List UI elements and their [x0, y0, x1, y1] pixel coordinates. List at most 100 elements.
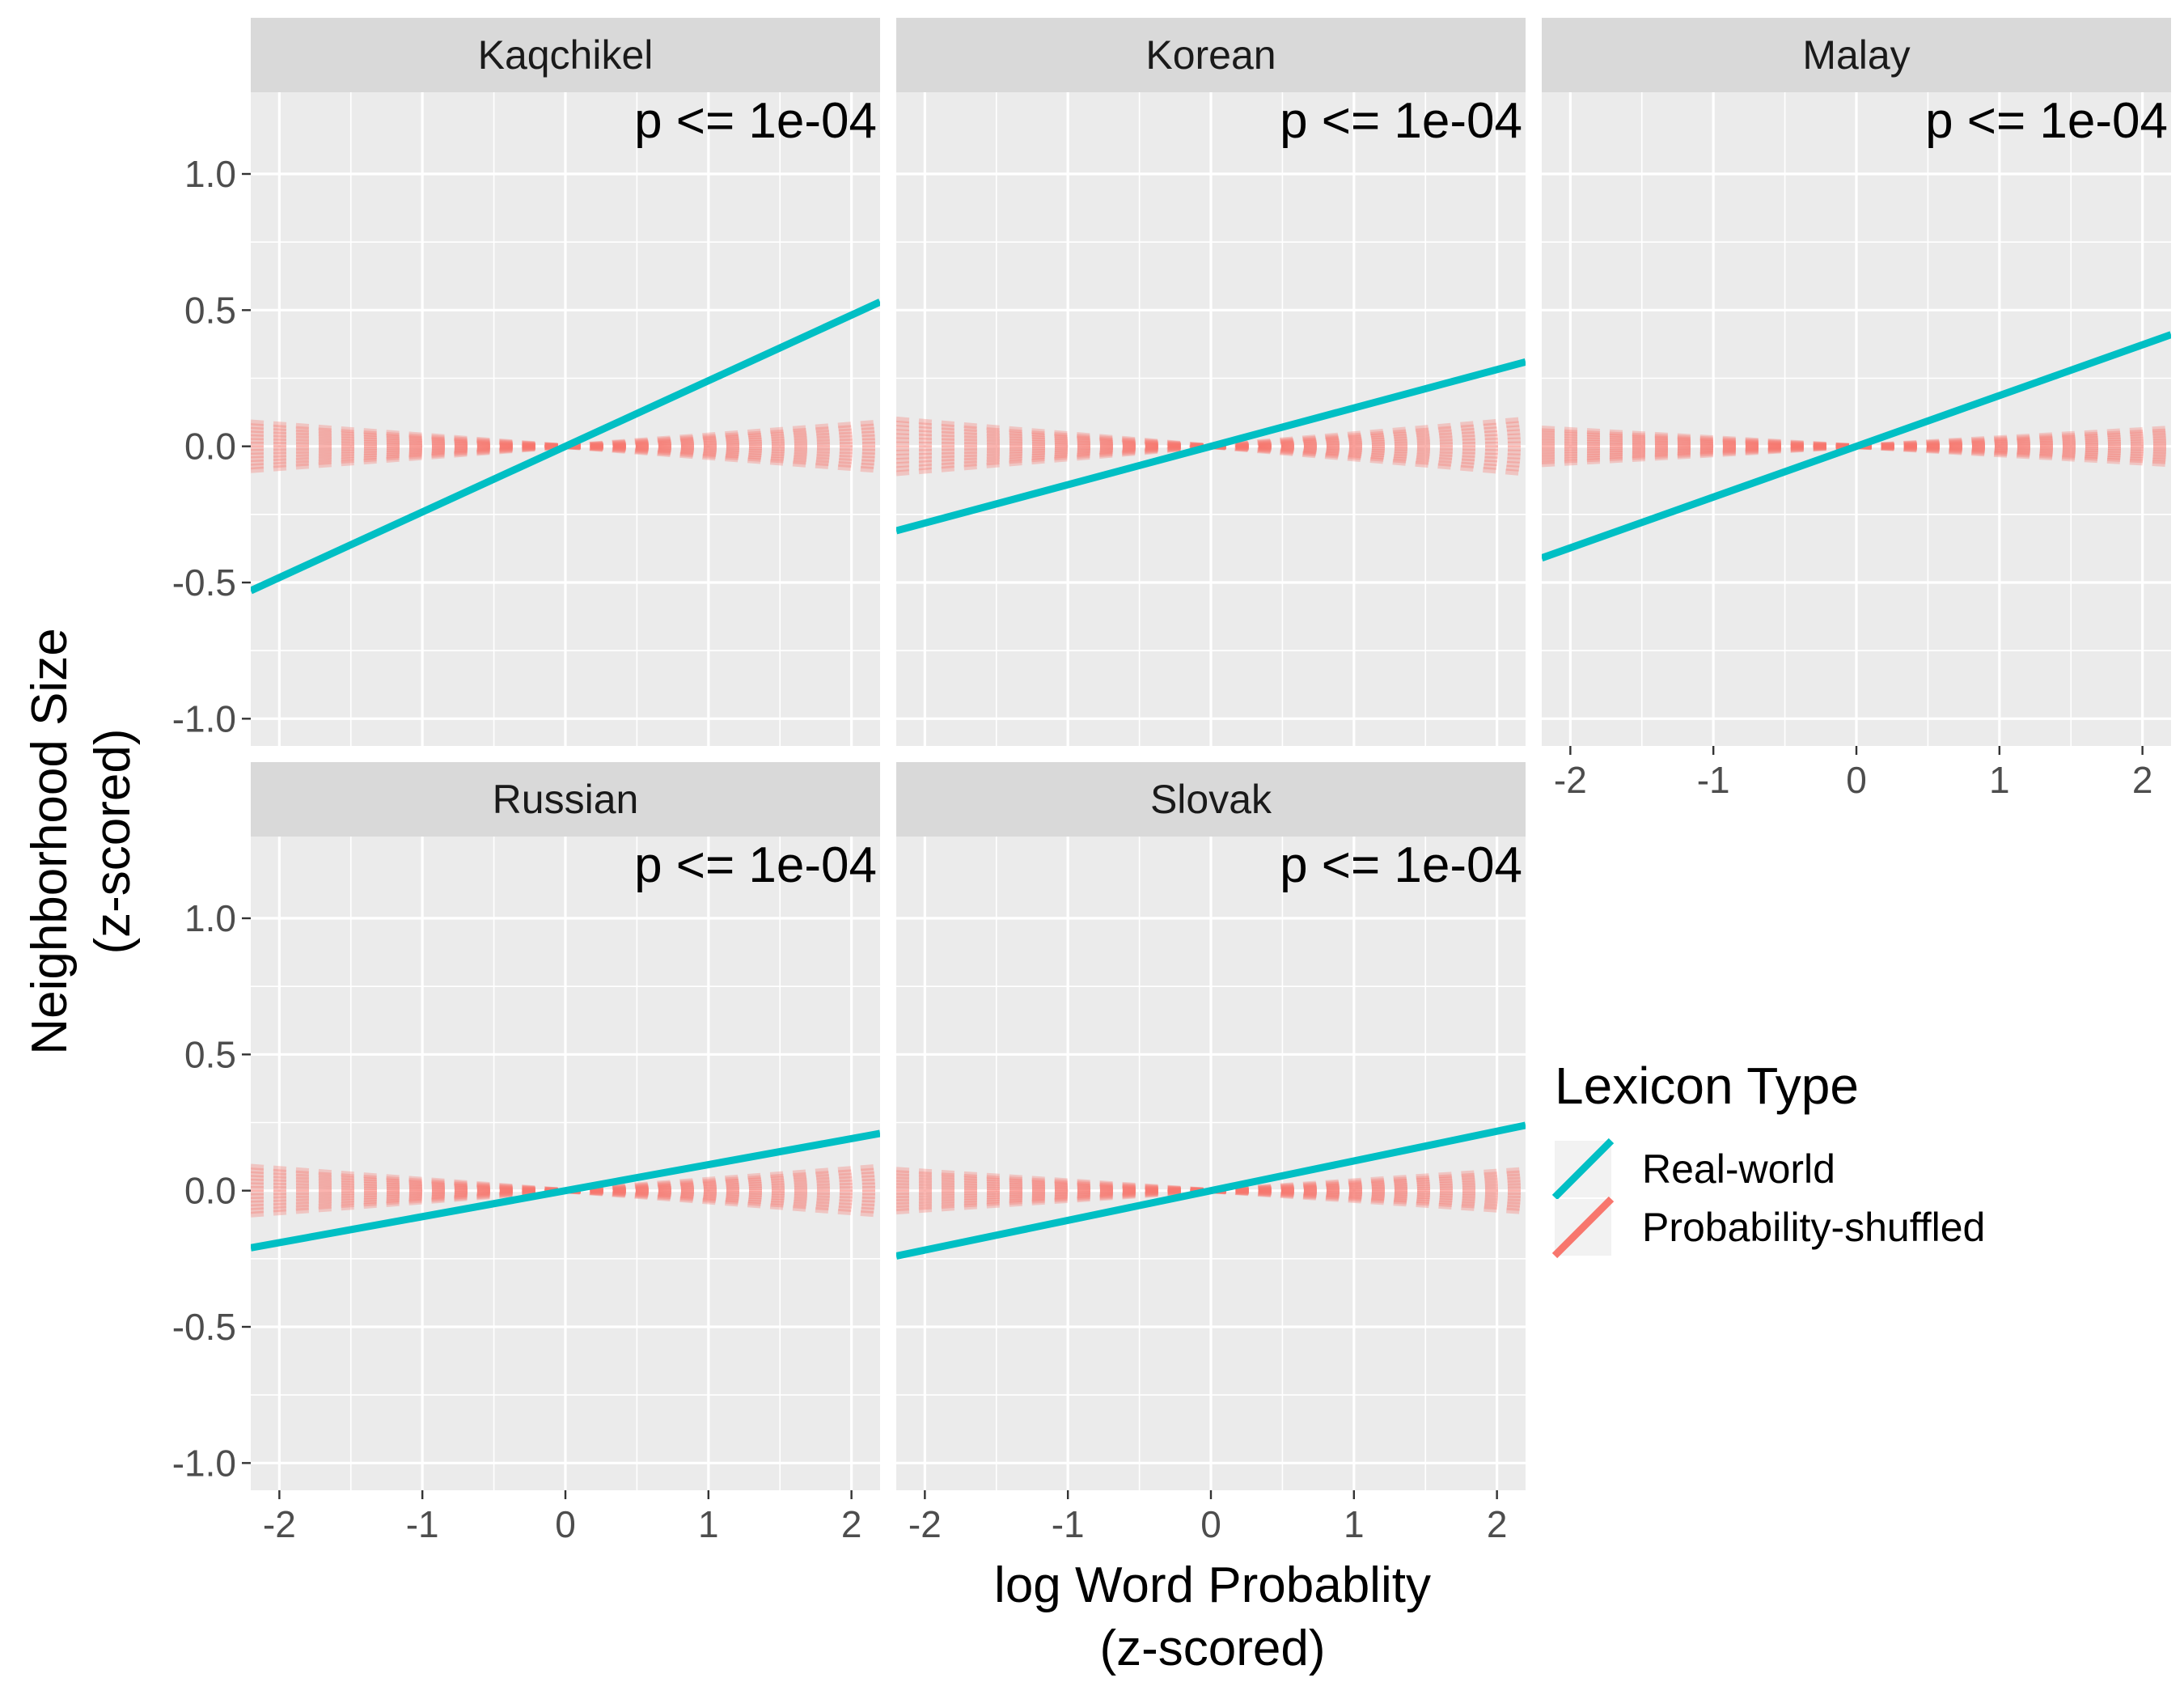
legend-label: Probability-shuffled [1642, 1205, 1985, 1250]
shuffled-line [896, 1170, 1526, 1212]
shuffled-line [251, 1175, 880, 1207]
shuffled-line [896, 429, 1526, 464]
legend-key-line [1551, 1138, 1615, 1201]
legend: Lexicon Type Real-world Probability-shuffl… [1551, 1057, 1985, 1259]
x-axis: -2 -1 0 1 2 [908, 1490, 1508, 1545]
shuffled-lines [1542, 425, 2171, 468]
shuffled-line [1542, 434, 2171, 460]
shuffled-line [896, 1176, 1526, 1205]
shuffled-line [251, 1163, 880, 1218]
p-value-annotation: p <= 1e-04 [634, 93, 877, 149]
x-axis-title-line: (z-scored) [1099, 1621, 1325, 1676]
shuffled-line [896, 1167, 1526, 1215]
facet-label: Korean [1145, 32, 1276, 78]
shuffled-line [251, 1171, 880, 1210]
y-tick-label: 1.0 [184, 897, 236, 939]
shuffled-line [1542, 442, 2171, 451]
x-tick-label: -2 [263, 1503, 296, 1545]
shuffled-line [251, 1167, 880, 1214]
x-tick-label: 2 [841, 1503, 862, 1545]
shuffled-line [251, 434, 880, 459]
p-value-annotation: p <= 1e-04 [1925, 93, 2168, 149]
x-tick-label: 0 [1846, 759, 1867, 801]
shuffled-lines [896, 1167, 1526, 1215]
y-axis: 1.0 0.5 0.0 -0.5 -1.0 [172, 897, 251, 1484]
shuffled-line [251, 441, 880, 451]
shuffled-lines [251, 1163, 880, 1218]
shuffled-line [251, 438, 880, 455]
shuffled-line [896, 441, 1526, 451]
shuffled-line [251, 419, 880, 473]
shuffled-line [1542, 430, 2171, 462]
major-gridlines [1542, 92, 2171, 746]
y-tick-label: 0.0 [184, 426, 236, 468]
major-gridlines [251, 837, 880, 1490]
facet-strip [896, 762, 1526, 837]
x-tick-label: 2 [1487, 1503, 1508, 1545]
shuffled-line [251, 430, 880, 463]
x-tick-label: -1 [1052, 1503, 1085, 1545]
shuffled-line [251, 1182, 880, 1200]
shuffled-line [896, 420, 1526, 472]
y-tick-label: 0.0 [184, 1170, 236, 1212]
minor-gridlines [1542, 92, 2171, 746]
shuffled-line [1542, 430, 2171, 462]
shuffled-line [1542, 436, 2171, 456]
real-world-line [896, 358, 1526, 535]
shuffled-line [896, 433, 1526, 460]
shuffled-line [251, 1185, 880, 1196]
x-axis: -2 -1 0 1 2 [1554, 746, 2152, 801]
shuffled-line [1542, 439, 2171, 454]
shuffled-line [896, 1176, 1526, 1205]
y-tick-label: 0.5 [184, 1033, 236, 1075]
y-tick-label: -1.0 [172, 1442, 236, 1484]
shuffled-line [251, 1167, 880, 1214]
shuffled-line [251, 430, 880, 463]
panel-kaqchikel: Kaqchikel p <= 1e-04 [251, 18, 880, 746]
shuffled-line [251, 441, 880, 451]
shuffled-line [896, 433, 1526, 460]
legend-item: Probability-shuffled [1551, 1196, 1985, 1259]
y-tick-label: -0.5 [172, 1306, 236, 1348]
y-axis-title-line: Neighborhood Size [22, 628, 78, 1054]
x-tick-label: 1 [1989, 759, 2010, 801]
shuffled-line [896, 1180, 1526, 1202]
y-axis-title-line: (z-scored) [85, 728, 141, 954]
shuffled-line [1542, 434, 2171, 460]
shuffled-line [251, 426, 880, 466]
panel-malay: Malay p <= 1e-04 [1542, 18, 2171, 746]
shuffled-line [1542, 425, 2171, 468]
shuffled-line [896, 1186, 1526, 1196]
x-tick-label: 0 [1200, 1503, 1221, 1545]
y-tick-label: 1.0 [184, 153, 236, 195]
x-axis-title-line: log Word Probablity [994, 1557, 1431, 1613]
shuffled-line [896, 1167, 1526, 1215]
shuffled-line [251, 1163, 880, 1218]
facet-label: Kaqchikel [478, 32, 654, 78]
x-tick-label: -2 [1554, 759, 1587, 801]
shuffled-line [896, 437, 1526, 455]
axes: 1.0 0.5 0.0 -0.5 -1.0 -2 -1 0 1 2 1.0 0.5 0.0 -0.5 -1.… [22, 153, 2152, 1676]
shuffled-line [251, 1178, 880, 1203]
shuffled-line [896, 1180, 1526, 1202]
shuffled-line [896, 425, 1526, 468]
real-world-line [1542, 331, 2171, 561]
shuffled-line [251, 423, 880, 470]
shuffled-line [896, 416, 1526, 477]
shuffled-line [1542, 439, 2171, 454]
facet-strip [251, 762, 880, 837]
shuffled-lines [896, 416, 1526, 477]
shuffled-line [251, 1182, 880, 1200]
y-axis: 1.0 0.5 0.0 -0.5 -1.0 [172, 153, 251, 739]
shuffled-line [251, 419, 880, 473]
major-gridlines [896, 92, 1526, 746]
x-axis-title: log Word Probablity (z-scored) [994, 1557, 1431, 1676]
x-tick-label: -1 [1697, 759, 1730, 801]
shuffled-line [1542, 425, 2171, 468]
shuffled-line [896, 420, 1526, 472]
facet-strip [896, 18, 1526, 92]
shuffled-line [1542, 428, 2171, 464]
y-axis-title: Neighborhood Size (z-scored) [22, 628, 141, 1054]
